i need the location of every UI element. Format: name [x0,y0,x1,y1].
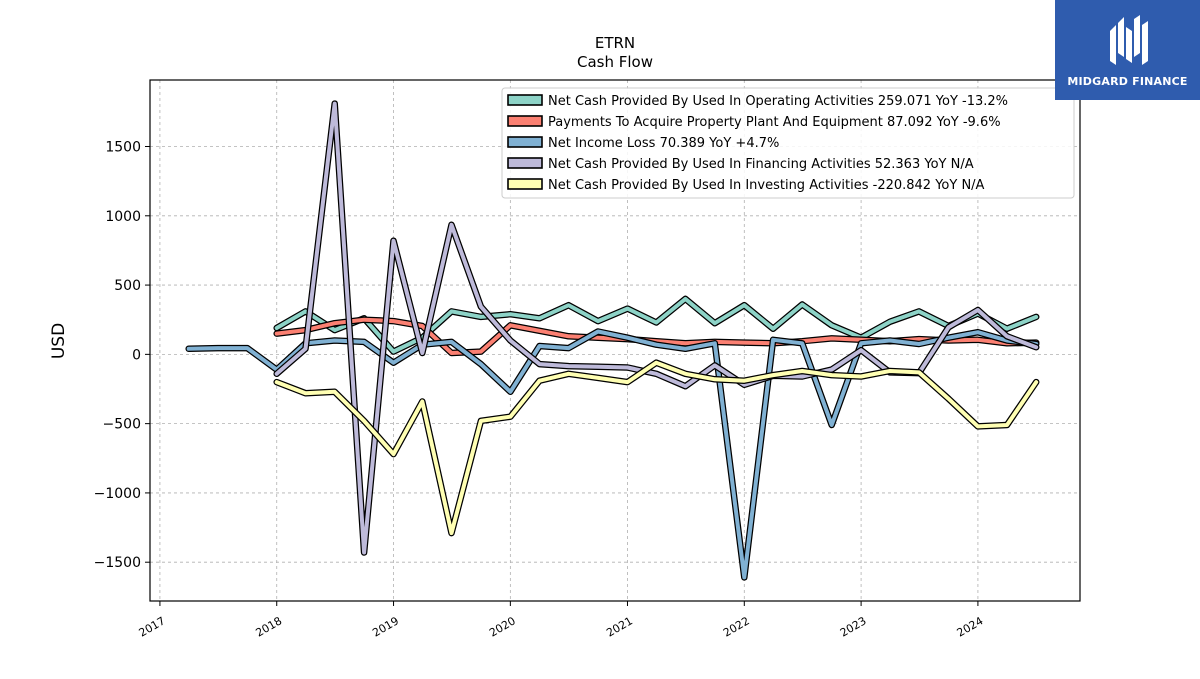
legend-label-2: Net Income Loss 70.389 YoY +4.7% [548,136,779,151]
series-line-4 [274,360,1039,536]
legend-label-0: Net Cash Provided By Used In Operating A… [548,94,1008,109]
x-tick-label: 2019 [370,614,401,639]
legend-swatch-0 [507,94,543,106]
brand-logo: MIDGARD FINANCE [1055,0,1200,100]
y-axis-label: USD [49,323,69,359]
y-tick-label: −1500 [94,555,141,571]
x-tick-label: 2024 [955,614,986,639]
plot-frame [149,79,1081,602]
legend-swatch-3 [507,157,543,169]
y-tick-label: 0 [132,347,141,363]
y-tick-label: 1000 [105,209,141,225]
legend-label-3: Net Cash Provided By Used In Financing A… [548,157,974,172]
midgard-logo-icon [1109,14,1148,65]
x-tick-label: 2020 [487,614,518,639]
y-tick-label: −500 [103,417,141,433]
legend-swatch-1 [507,115,543,127]
chart-subtitle: Cash Flow [577,53,653,71]
y-tick-label: −1000 [94,486,141,502]
brand-name: MIDGARD FINANCE [1067,74,1188,88]
legend-label-1: Payments To Acquire Property Plant And E… [548,115,1001,130]
legend-box [501,87,1075,199]
legend-label-4: Net Cash Provided By Used In Investing A… [548,178,985,193]
legend-swatch-2 [507,136,543,148]
x-tick-label: 2021 [604,614,635,639]
y-tick-label: 500 [114,278,141,294]
chart-title: ETRN [595,34,635,52]
x-tick-label: 2017 [137,614,168,639]
series-line-2 [186,329,1039,580]
series-line-0 [274,296,1039,354]
y-tick-label: 1500 [105,140,141,156]
x-tick-label: 2023 [838,614,869,639]
legend-swatch-4 [507,178,543,190]
x-tick-label: 2022 [721,614,752,639]
x-tick-label: 2018 [253,614,284,639]
